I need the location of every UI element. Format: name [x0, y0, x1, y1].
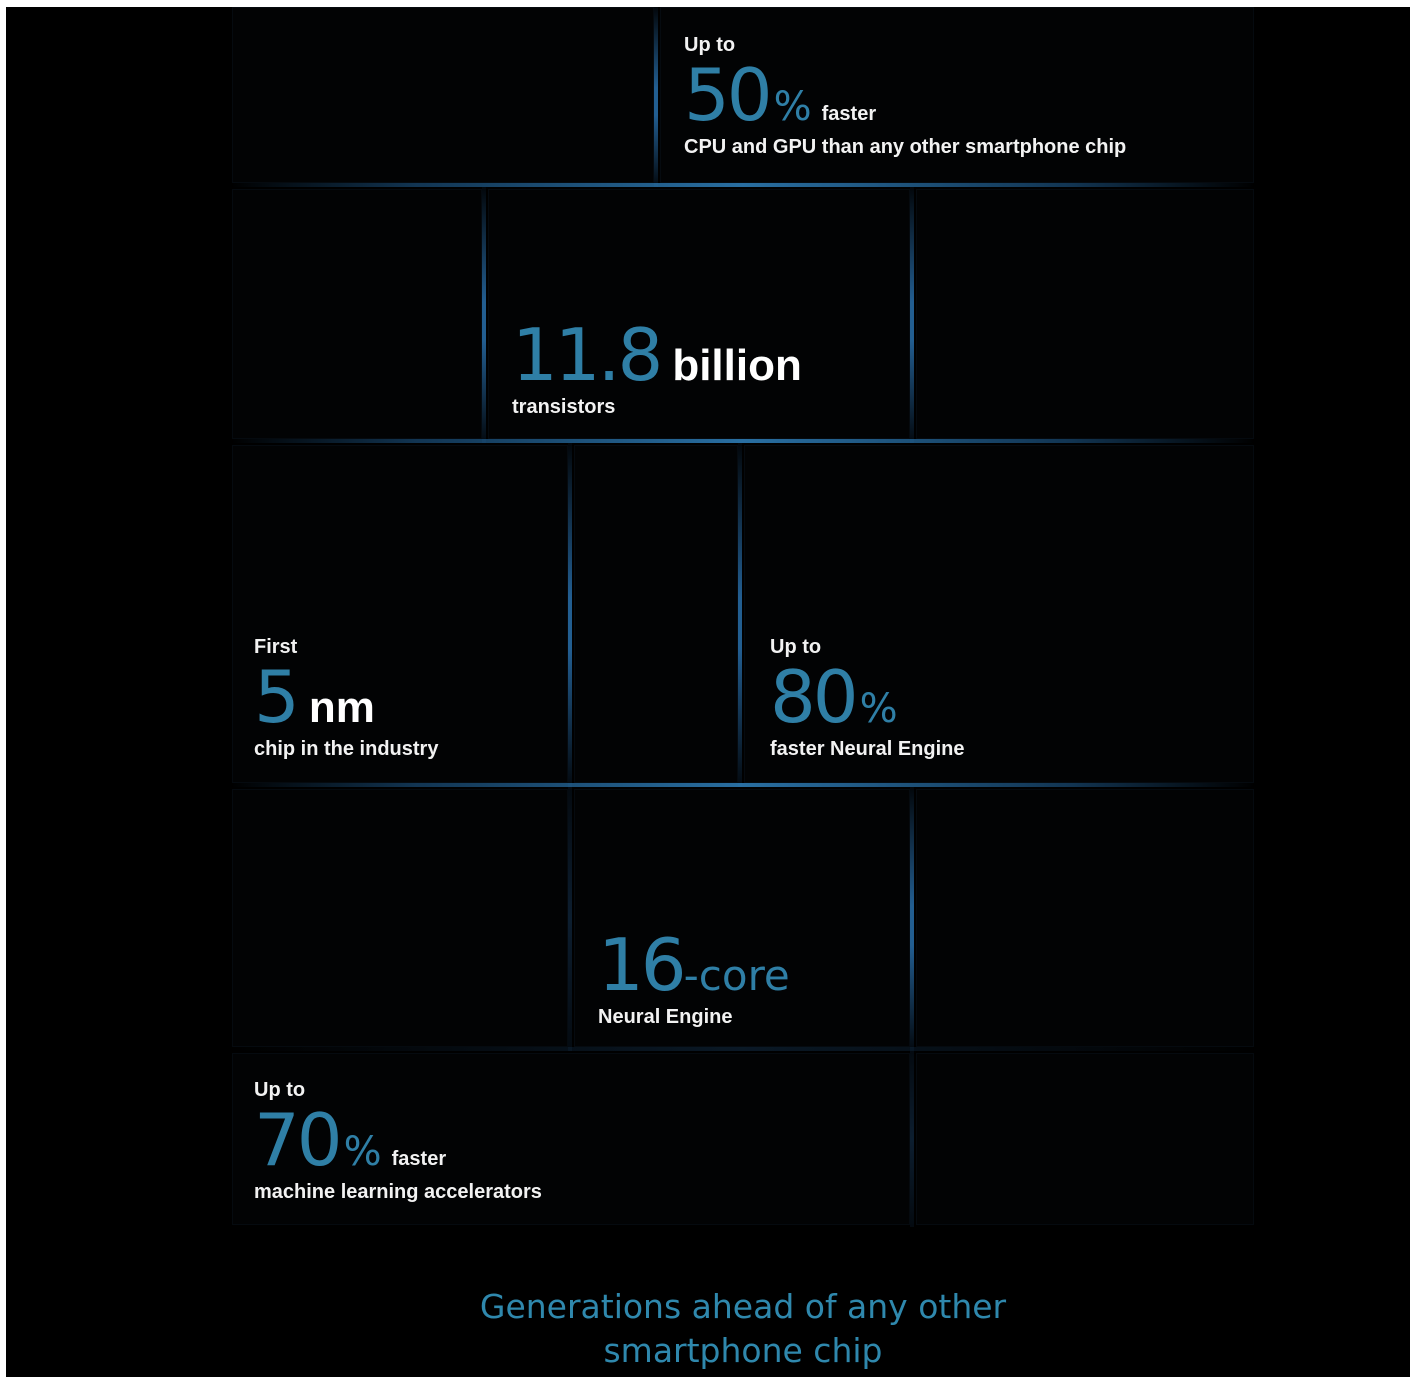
grid-cell: [916, 189, 1254, 439]
stat-value: 11.8: [512, 313, 663, 397]
grid-cell-neural-cores: [574, 789, 910, 1047]
grid-line: [232, 183, 1254, 187]
grid-cell: [574, 445, 738, 783]
grid-line: [568, 787, 572, 1051]
stat-caption: faster Neural Engine: [770, 738, 965, 760]
tagline-line-1: Generations ahead of any other: [479, 1287, 1007, 1326]
grid-line: [738, 443, 742, 787]
grid-cell-transistors: [488, 189, 910, 439]
grid-line: [910, 187, 914, 443]
grid-line: [232, 439, 1254, 443]
stat-trail: faster: [391, 1148, 447, 1170]
stat-caption: CPU and GPU than any other smartphone ch…: [684, 136, 1127, 158]
stat-value: 70: [254, 1098, 343, 1182]
tagline: Generations ahead of any other smartphon…: [6, 1285, 1410, 1373]
chip-grid: [6, 7, 1410, 1377]
stat-prefix: Up to: [254, 1079, 306, 1101]
stat-prefix: Up to: [684, 34, 736, 56]
stat-caption: Neural Engine: [598, 1006, 733, 1028]
grid-cell-cpu-gpu: [660, 7, 1254, 183]
stat-caption: transistors: [512, 396, 616, 418]
tagline-line-2: smartphone chip: [603, 1331, 883, 1370]
stat-cpu-gpu: Up to 50 % faster CPU and GPU than any o…: [684, 33, 1126, 159]
stat-unit: %: [773, 84, 812, 130]
grid-cell: [232, 789, 568, 1047]
stat-prefix: First: [254, 636, 298, 658]
stat-value: 16: [598, 923, 687, 1007]
stat-trail: faster: [821, 103, 877, 125]
stat-neural-speed: Up to 80 % faster Neural Engine: [770, 635, 965, 761]
grid-cell-process: [232, 445, 568, 783]
stat-unit: nm: [308, 683, 375, 732]
stat-caption: machine learning accelerators: [254, 1181, 542, 1203]
stats-panel: Up to 50 % faster CPU and GPU than any o…: [6, 7, 1410, 1377]
stat-unit: billion: [672, 341, 802, 390]
stat-ml: Up to 70 % faster machine learning accel…: [254, 1078, 542, 1204]
grid-line: [232, 783, 1254, 787]
grid-line: [910, 787, 914, 1051]
stat-value: 50: [684, 53, 773, 137]
grid-line: [910, 1051, 914, 1227]
grid-cell: [916, 1053, 1254, 1225]
grid-cell: [232, 189, 482, 439]
stat-prefix: Up to: [770, 636, 822, 658]
grid-line: [482, 187, 486, 443]
stat-process: First 5 nm chip in the industry: [254, 635, 438, 761]
stat-unit: %: [343, 1129, 382, 1175]
stat-caption: chip in the industry: [254, 738, 439, 760]
grid-line: [568, 443, 572, 787]
stat-unit: %: [859, 686, 898, 732]
grid-line: [232, 1047, 1254, 1051]
grid-cell: [232, 7, 654, 183]
grid-cell-neural-speed: [744, 445, 1254, 783]
stat-value: 5: [254, 655, 300, 739]
grid-line: [654, 7, 658, 187]
grid-cell: [916, 789, 1254, 1047]
stat-neural-cores: 16 -core Neural Engine: [598, 929, 790, 1029]
grid-cell-ml: [232, 1053, 910, 1225]
stat-unit: -core: [683, 951, 790, 1000]
stat-transistors: 11.8 billion transistors: [512, 319, 802, 419]
stat-value: 80: [770, 655, 859, 739]
